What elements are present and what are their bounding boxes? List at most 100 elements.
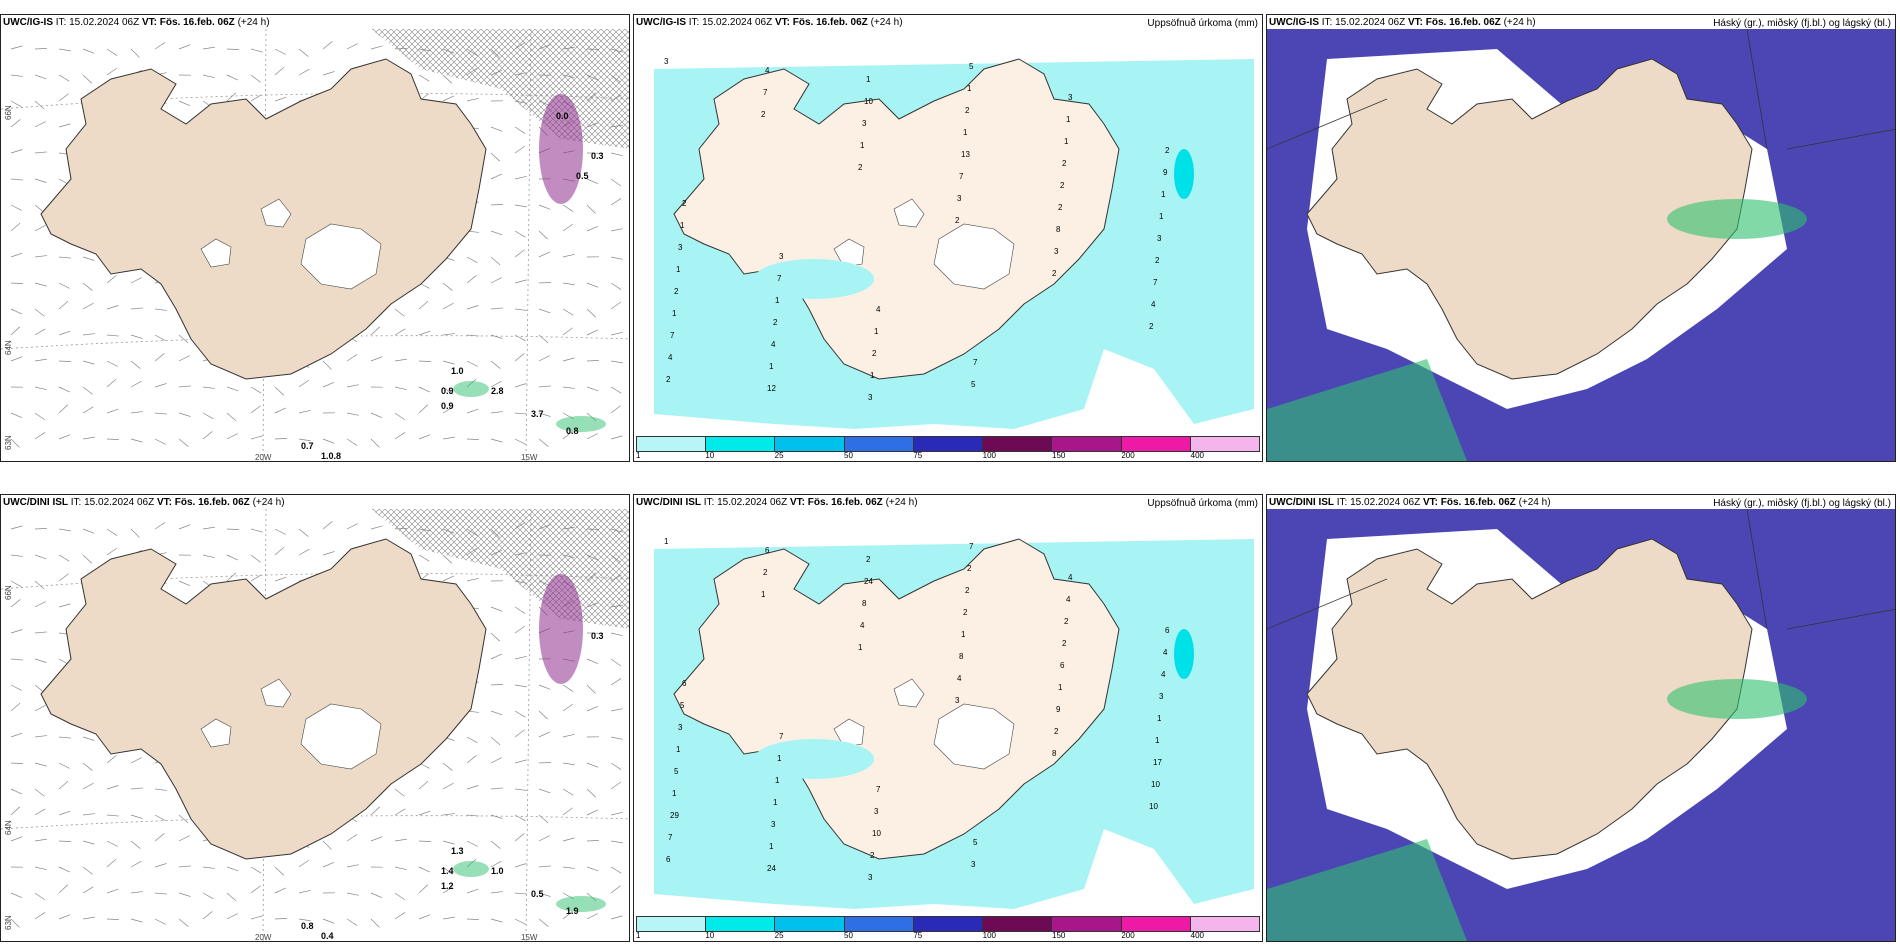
wind-barb xyxy=(178,835,190,842)
wind-barb xyxy=(514,353,525,362)
wind-barb xyxy=(370,326,381,336)
wind-barb xyxy=(346,918,358,926)
precip-value-label: 1 xyxy=(672,309,677,318)
wind-barb xyxy=(154,353,165,362)
wind-barb xyxy=(610,228,623,232)
gridline xyxy=(525,29,532,461)
wind-barb xyxy=(490,787,503,790)
wind-barb xyxy=(226,572,237,582)
precip-value-label: 2 xyxy=(1054,727,1059,736)
wind-barb xyxy=(82,333,95,336)
precip-value-label: 5 xyxy=(971,380,976,389)
wind-barb xyxy=(346,523,358,530)
wind-barb xyxy=(298,918,311,922)
precip-value-label: 4 xyxy=(771,340,776,349)
wind-barb xyxy=(34,282,47,287)
wind-barb xyxy=(490,891,503,894)
issue-time: 15.02.2024 06Z xyxy=(69,17,140,28)
valid-label: VT: xyxy=(789,497,805,508)
precip-value-label: 9 xyxy=(1163,168,1168,177)
wind-barb xyxy=(586,308,597,318)
wind-barb xyxy=(154,383,167,388)
issue-label: IT: xyxy=(703,497,715,508)
wind-barb xyxy=(274,918,288,920)
wind-barb xyxy=(610,360,623,364)
wind-barb xyxy=(394,432,406,440)
lat-label: 63N xyxy=(4,915,13,930)
wind-barb xyxy=(106,858,117,868)
wind-barb xyxy=(298,438,311,442)
wind-barb xyxy=(442,762,453,771)
wind-barb xyxy=(538,892,551,897)
panel-precip-row2: UWC/DINI ISL IT: 15.02.2024 06Z VT: Fös.… xyxy=(633,494,1263,942)
wind-barb xyxy=(202,386,215,389)
issue-label: IT: xyxy=(55,17,67,28)
wind-barb xyxy=(274,407,287,414)
wind-barb xyxy=(514,308,527,311)
iceland-land xyxy=(673,538,1120,860)
legend-swatch xyxy=(637,917,707,931)
precip-value-label: 8 xyxy=(1056,225,1061,234)
wind-barb xyxy=(490,438,503,443)
precip-value-label: 1 xyxy=(874,327,879,336)
precip-value-label: 8 xyxy=(959,652,964,661)
precip-value-label: 7 xyxy=(763,88,768,97)
wind-value-label: 3.7 xyxy=(531,409,544,419)
wind-barb xyxy=(442,554,453,564)
issue-time: 15.02.2024 06Z xyxy=(1335,17,1406,28)
wind-barb xyxy=(274,48,286,55)
wind-barb xyxy=(10,525,23,530)
precip-value-label: 2 xyxy=(666,375,671,384)
legend-tick: 50 xyxy=(844,931,853,940)
wind-barb xyxy=(490,757,502,764)
wind-barb xyxy=(370,438,380,448)
legend-swatch xyxy=(844,437,914,451)
wind-barb xyxy=(514,788,527,791)
wind-value-label: 1.9 xyxy=(566,906,579,916)
wind-barb xyxy=(514,918,526,925)
wind-value-label: 0.4 xyxy=(321,931,334,941)
wind-barb xyxy=(610,152,623,157)
wind-barb xyxy=(538,684,551,690)
wind-barb xyxy=(562,788,574,796)
wind-barb xyxy=(106,755,117,764)
wind-barb xyxy=(370,412,383,419)
gridline xyxy=(525,509,532,941)
precip-value-label: 1 xyxy=(961,630,966,639)
wind-barb xyxy=(562,327,573,336)
wind-barb xyxy=(538,814,549,824)
precip-value-label: 2 xyxy=(1149,322,1154,331)
wind-barb xyxy=(538,865,551,868)
wind-barb xyxy=(298,379,310,388)
precip-title: Uppsöfnuð úrkoma (mm) xyxy=(1147,18,1258,29)
wind-barb xyxy=(106,360,118,367)
wind-barb xyxy=(34,788,45,797)
wind-barb xyxy=(154,412,167,415)
precip-mid-area xyxy=(1174,629,1194,679)
iceland-land xyxy=(1306,58,1753,380)
wind-barb xyxy=(418,330,431,336)
wind-barb xyxy=(202,911,213,920)
low-cloud-corner xyxy=(1267,359,1467,461)
legend-tick: 200 xyxy=(1121,451,1135,460)
wind-barb xyxy=(466,438,480,440)
wind-barb xyxy=(226,412,237,422)
wind-barb xyxy=(514,204,527,208)
wind-barb xyxy=(562,431,573,440)
wind-barb xyxy=(274,528,286,535)
panel-header: UWC/DINI ISL IT: 15.02.2024 06Z VT: Fös.… xyxy=(636,497,918,508)
precip-value-label: 3 xyxy=(1054,247,1059,256)
panel-cloud-row1: UWC/IG-IS IT: 15.02.2024 06Z VT: Fös. 16… xyxy=(1266,14,1896,462)
wind-barb xyxy=(514,729,525,738)
wind-barb xyxy=(10,149,23,154)
wind-barb xyxy=(10,178,23,181)
wind-barb xyxy=(202,554,215,559)
wind-barb xyxy=(154,788,167,791)
wind-barb xyxy=(154,334,166,342)
wind-barb xyxy=(490,840,501,849)
legend-swatch xyxy=(1190,917,1259,931)
wind-value-label: 0.0 xyxy=(556,111,569,121)
wind-barb xyxy=(58,528,71,532)
wind-barb xyxy=(82,406,94,414)
wind-barb xyxy=(58,404,69,414)
